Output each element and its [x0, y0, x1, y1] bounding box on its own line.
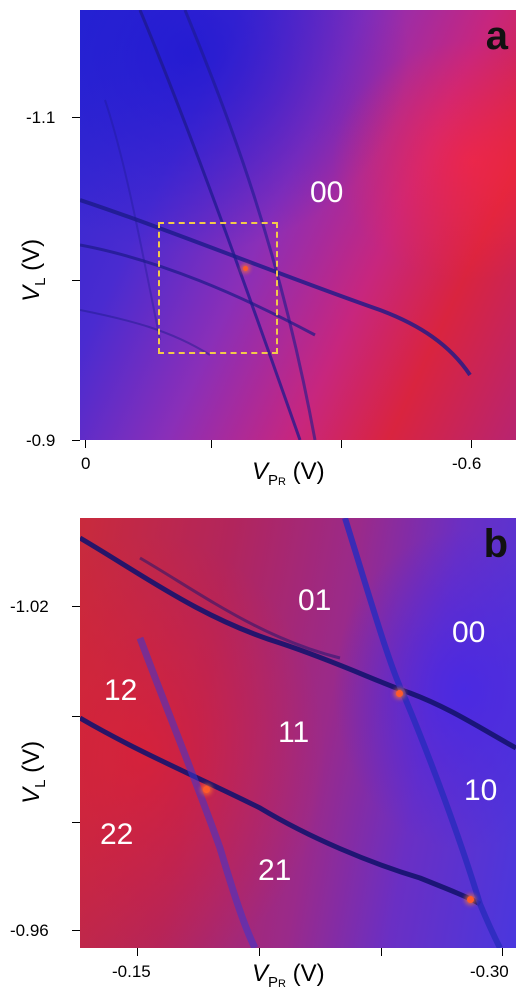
crossing-point-upper-right	[396, 690, 403, 697]
panel-a-x-axis-title: VPR (V)	[252, 460, 325, 488]
y-sub: L	[31, 277, 49, 286]
panel-b-x-axis-title: VPR (V)	[252, 962, 325, 990]
panel-a-y-tick-1	[72, 117, 80, 118]
x-subsub: R	[278, 475, 286, 488]
region-label-10: 10	[464, 774, 498, 807]
panel-b-y-tick-2	[72, 716, 80, 717]
region-label-12: 12	[104, 674, 138, 707]
panel-b-transition-lines	[80, 518, 516, 948]
panel-a-x-tick-4	[471, 440, 472, 448]
region-label-00-b: 00	[452, 616, 486, 649]
region-label-22: 22	[100, 818, 134, 851]
panel-a-letter: a	[485, 14, 508, 58]
panel-a-x-tick-1	[85, 440, 86, 448]
crossing-point-lower-left	[203, 786, 210, 793]
crossing-point-bottom	[467, 896, 474, 903]
x-unit-b: (V)	[292, 960, 325, 987]
panel-a-y-axis-title: VL (V)	[18, 202, 49, 302]
y-sub-b: L	[31, 779, 49, 788]
zoom-region-box	[158, 222, 278, 354]
panel-b-x-tick-2	[259, 948, 260, 956]
region-label-00-a: 00	[310, 176, 344, 209]
panel-b-x-tick-label-1: -0.15	[112, 962, 151, 981]
x-sub-b: P	[268, 973, 279, 991]
panel-a-y-tick-label-2: -0.9	[26, 431, 56, 450]
panel-b-y-tick-3	[72, 822, 80, 823]
x-var: V	[252, 458, 269, 485]
panel-b-plot: b 01 00 12 11 10 22 21	[80, 518, 516, 948]
panel-b-x-tick-1	[137, 948, 138, 956]
panel-b-y-tick-label-1: -1.02	[10, 597, 49, 616]
panel-b-y-tick-4	[72, 930, 80, 931]
panel-b-x-tick-4	[502, 948, 503, 956]
crossing-point	[243, 266, 248, 271]
panel-b-y-tick-1	[72, 606, 80, 607]
region-label-21: 21	[258, 854, 292, 887]
y-var-b: V	[18, 787, 46, 804]
panel-a-y-tick-label-1: -1.1	[26, 108, 56, 127]
panel-a-x-tick-label-2: -0.6	[452, 454, 482, 473]
panel-a-x-tick-2	[211, 440, 212, 448]
region-label-11: 11	[278, 716, 310, 749]
y-var: V	[18, 285, 46, 302]
region-label-01: 01	[298, 584, 332, 617]
x-var-b: V	[252, 960, 269, 987]
x-unit: (V)	[292, 458, 325, 485]
panel-a-y-tick-2	[72, 280, 80, 281]
panel-a-y-tick-3	[72, 440, 80, 441]
panel-b-y-tick-label-2: -0.96	[10, 921, 49, 940]
panel-a-x-tick-3	[341, 440, 342, 448]
panel-b-x-tick-3	[381, 948, 382, 956]
y-unit-b: (V)	[18, 740, 46, 773]
x-subsub-b: R	[278, 977, 286, 990]
panel-a-x-tick-label-1: 0	[81, 454, 91, 473]
y-unit: (V)	[18, 238, 46, 271]
panel-b-y-axis-title: VL (V)	[18, 704, 49, 804]
panel-a-plot: a 00	[80, 10, 516, 440]
panel-a-transition-lines	[80, 10, 472, 440]
panel-b-x-tick-label-2: -0.30	[470, 962, 509, 981]
panel-b-letter: b	[483, 522, 508, 566]
x-sub: P	[268, 471, 279, 489]
